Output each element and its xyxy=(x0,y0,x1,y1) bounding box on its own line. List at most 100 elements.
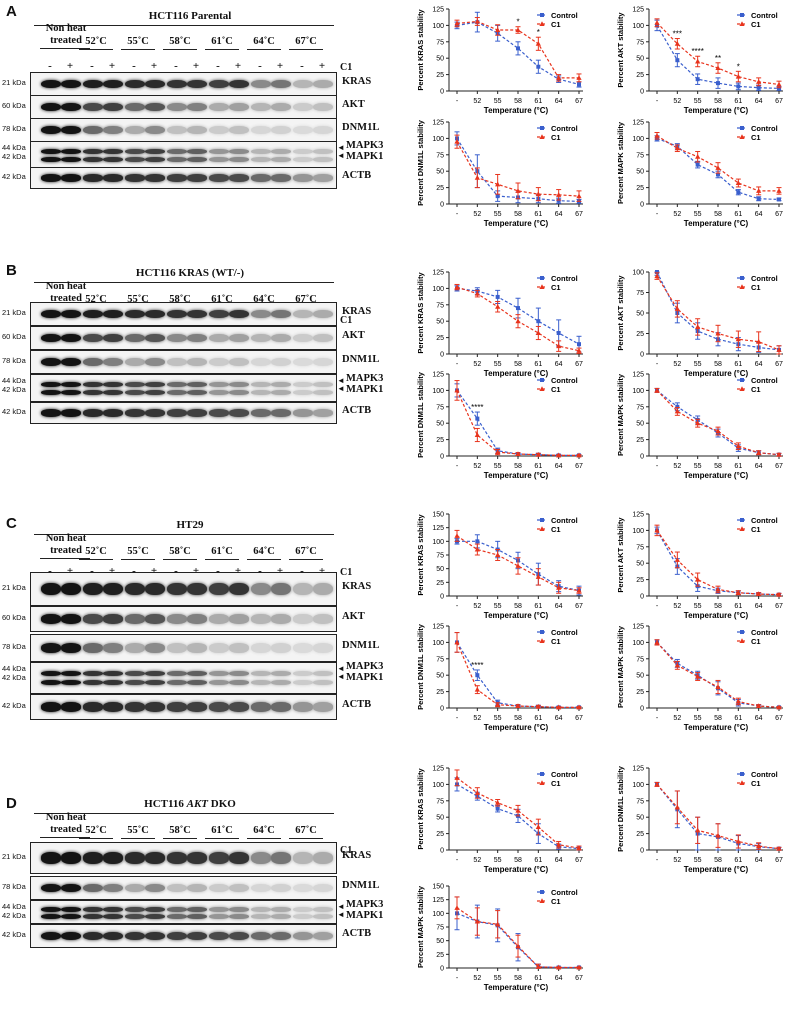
x-tick-label: 52 xyxy=(673,98,681,105)
legend-marker xyxy=(740,772,744,776)
x-tick-label: 64 xyxy=(555,857,563,864)
legend-label: Control xyxy=(551,274,578,283)
x-tick-label: 67 xyxy=(575,211,583,218)
protein-band xyxy=(229,852,249,864)
temp-underline xyxy=(205,49,239,50)
protein-band xyxy=(125,643,145,653)
non-heat-label: Non heat xyxy=(45,23,87,34)
temperature-label: 61˚C xyxy=(211,546,233,557)
x-tick-label: - xyxy=(456,211,459,218)
protein-band xyxy=(103,309,123,319)
x-tick-label: 61 xyxy=(734,361,742,368)
legend-marker xyxy=(739,638,745,643)
data-point xyxy=(674,408,680,414)
protein-band xyxy=(145,582,165,596)
y-tick-label: 50 xyxy=(436,56,444,63)
significance-marker: **** xyxy=(691,47,703,56)
protein-band xyxy=(83,357,103,367)
data-point xyxy=(695,324,701,329)
temp-underline xyxy=(289,49,323,50)
protein-band xyxy=(61,907,81,913)
data-point xyxy=(474,18,480,24)
data-point xyxy=(674,557,680,562)
kda-label: 42 kDa xyxy=(2,152,26,161)
x-tick-label: 58 xyxy=(514,857,522,864)
y-tick-label: 100 xyxy=(432,136,444,143)
protein-band xyxy=(209,852,229,864)
data-point xyxy=(695,673,701,679)
protein-band xyxy=(209,102,229,112)
y-tick-label: 0 xyxy=(440,352,444,359)
x-tick-label: 52 xyxy=(473,857,481,864)
protein-band xyxy=(145,149,165,154)
data-point xyxy=(535,964,541,969)
protein-band xyxy=(167,702,187,712)
y-tick-label: 125 xyxy=(432,897,444,904)
legend-label: Control xyxy=(551,516,578,525)
x-tick-label: 55 xyxy=(694,98,702,105)
x-tick-label: - xyxy=(656,715,659,722)
c1-label: C1 xyxy=(340,62,353,73)
protein-band xyxy=(125,409,145,417)
legend-marker xyxy=(740,13,744,17)
treatment-sign: - xyxy=(90,60,94,72)
protein-band xyxy=(271,680,291,686)
x-tick-label: 64 xyxy=(755,857,763,864)
protein-band xyxy=(41,309,61,319)
protein-band xyxy=(293,671,313,677)
x-tick-label: 58 xyxy=(714,603,722,610)
protein-band xyxy=(251,409,271,417)
protein-band xyxy=(293,125,313,135)
data-point xyxy=(535,451,541,457)
protein-band xyxy=(251,174,271,182)
data-point xyxy=(756,338,762,344)
data-point xyxy=(735,589,741,595)
treatment-sign: - xyxy=(258,60,262,72)
stability-chart: 0 25 50 75 100 125 - 52 55 58 61 64 67 Temperature (°… xyxy=(616,372,783,480)
legend-label: C1 xyxy=(751,637,761,646)
treatment-sign: - xyxy=(48,60,52,72)
x-tick-label: 67 xyxy=(775,211,783,218)
x-axis-label: Temperature (°C) xyxy=(484,219,549,228)
protein-band xyxy=(313,79,333,89)
protein-band xyxy=(293,174,313,182)
x-tick-label: 58 xyxy=(714,361,722,368)
x-axis-label: Temperature (°C) xyxy=(684,369,749,378)
legend-marker xyxy=(540,13,544,17)
protein-band xyxy=(271,409,291,417)
legend-marker xyxy=(539,134,545,139)
data-point xyxy=(715,586,721,592)
y-tick-label: 50 xyxy=(436,169,444,176)
x-tick-label: 52 xyxy=(673,857,681,864)
x-tick-label: 52 xyxy=(473,715,481,722)
protein-band xyxy=(251,702,271,712)
legend-label: Control xyxy=(551,124,578,133)
protein-band xyxy=(103,390,123,396)
protein-band xyxy=(145,852,165,864)
legend-marker xyxy=(540,276,544,280)
x-tick-label: 58 xyxy=(514,98,522,105)
protein-band xyxy=(313,149,333,154)
protein-band xyxy=(41,102,61,112)
protein-band xyxy=(125,174,145,182)
x-tick-label: 64 xyxy=(555,975,563,982)
x-tick-label: 64 xyxy=(555,98,563,105)
data-point xyxy=(675,58,680,63)
protein-band xyxy=(229,702,249,712)
temperature-label: 58˚C xyxy=(169,546,191,557)
x-tick-label: 64 xyxy=(555,603,563,610)
temp-underline xyxy=(163,838,197,839)
non-heat-label: treated xyxy=(50,824,82,835)
protein-band xyxy=(103,409,123,417)
protein-band xyxy=(251,680,271,686)
data-point xyxy=(474,790,480,795)
band-arrow-icon: ◄ xyxy=(337,664,345,673)
y-tick-label: 50 xyxy=(636,169,644,176)
protein-band xyxy=(83,614,103,624)
legend-marker xyxy=(540,518,544,522)
x-tick-label: 67 xyxy=(775,98,783,105)
protein-band xyxy=(229,883,249,893)
temperature-label: 55˚C xyxy=(127,546,149,557)
blot-strip xyxy=(30,634,337,662)
protein-band xyxy=(145,907,165,913)
